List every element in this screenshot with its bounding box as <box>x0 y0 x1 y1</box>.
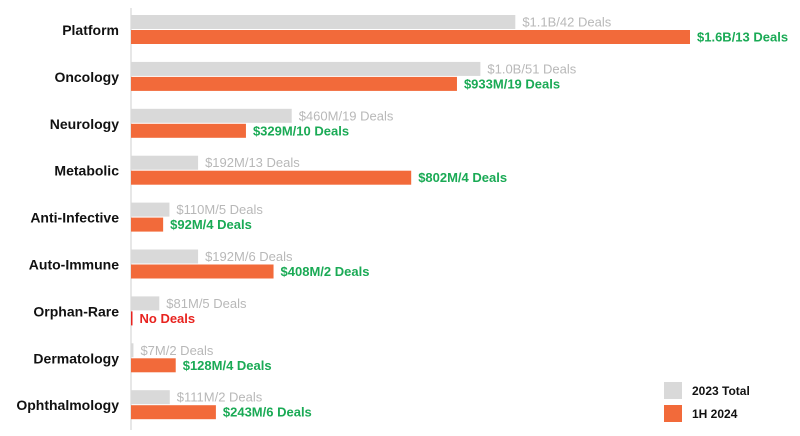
category-label: Oncology <box>54 69 119 85</box>
bar-1h2024-value-label: $243M/6 Deals <box>223 405 312 420</box>
bar-1h2024-value-label: $933M/19 Deals <box>464 76 560 91</box>
bar-1h2024-value-label: No Deals <box>140 311 196 326</box>
category-label: Auto-Immune <box>29 257 119 273</box>
bar-2023 <box>131 202 170 217</box>
legend-swatch-1h2024 <box>664 405 682 422</box>
category-label: Anti-Infective <box>30 210 119 226</box>
bar-1h2024 <box>131 405 216 420</box>
bar-1h2024 <box>131 217 164 232</box>
bar-2023 <box>131 155 199 170</box>
bar-1h2024 <box>131 170 412 185</box>
bar-2023-value-label: $460M/19 Deals <box>299 108 394 123</box>
bar-2023 <box>131 343 134 358</box>
legend-label-2023: 2023 Total <box>692 384 750 398</box>
category-label: Metabolic <box>54 163 119 179</box>
category-label: Neurology <box>50 116 119 132</box>
bar-2023-value-label: $7M/2 Deals <box>140 343 213 358</box>
bar-2023 <box>131 108 292 123</box>
bar-2023-value-label: $110M/5 Deals <box>176 202 263 217</box>
bar-2023-value-label: $111M/2 Deals <box>177 390 263 405</box>
legend-swatch-2023 <box>664 382 682 399</box>
bar-2023 <box>131 296 160 311</box>
bar-1h2024 <box>131 30 690 44</box>
bar-2023-value-label: $192M/13 Deals <box>205 155 300 170</box>
bar-1h2024 <box>131 264 274 279</box>
bar-1h2024 <box>131 311 133 326</box>
bar-1h2024 <box>131 358 176 373</box>
bar-1h2024-value-label: $1.6B/13 Deals <box>697 30 788 45</box>
bar-1h2024-value-label: $128M/4 Deals <box>183 358 272 373</box>
bar-2023-value-label: $81M/5 Deals <box>166 296 247 311</box>
bar-1h2024-value-label: $408M/2 Deals <box>281 264 370 279</box>
bar-2023 <box>131 61 481 76</box>
bar-1h2024-value-label: $329M/10 Deals <box>253 123 349 138</box>
bar-2023-value-label: $192M/6 Deals <box>205 249 293 264</box>
category-label: Orphan-Rare <box>33 303 119 319</box>
category-label: Dermatology <box>33 350 119 366</box>
bar-1h2024 <box>131 76 457 91</box>
bar-1h2024-value-label: $802M/4 Deals <box>418 170 507 185</box>
legend: 2023 Total 1H 2024 <box>664 382 750 422</box>
bar-2023-value-label: $1.1B/42 Deals <box>522 15 611 30</box>
bar-2023 <box>131 15 516 29</box>
labels-group: Platform $1.1B/42 Deals $1.6B/13 Deals Onco… <box>16 15 788 420</box>
bars-group <box>131 15 690 420</box>
category-label: Ophthalmology <box>16 397 119 413</box>
bar-2023-value-label: $1.0B/51 Deals <box>487 61 576 76</box>
category-label: Platform <box>62 22 119 38</box>
bar-2023 <box>131 249 199 264</box>
bar-1h2024 <box>131 123 246 138</box>
bar-1h2024-value-label: $92M/4 Deals <box>170 217 252 232</box>
bar-2023 <box>131 390 170 405</box>
legend-label-1h2024: 1H 2024 <box>692 407 738 421</box>
